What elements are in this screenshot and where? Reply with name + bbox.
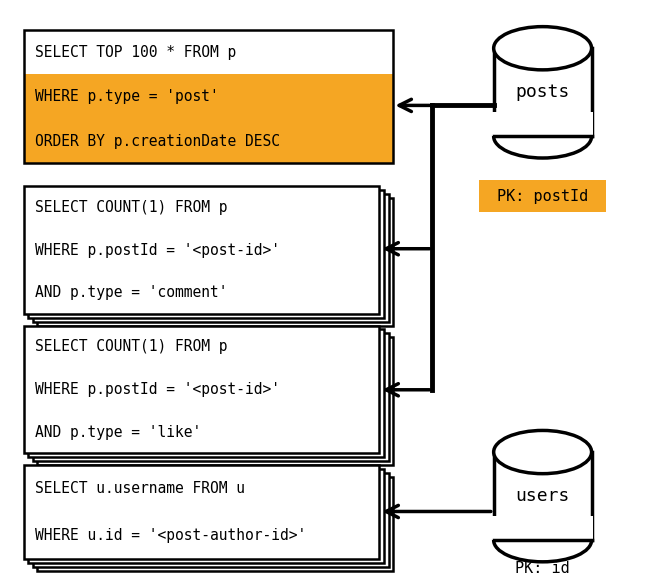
Polygon shape xyxy=(492,112,593,137)
Text: AND p.type = 'like': AND p.type = 'like' xyxy=(36,425,202,440)
Text: SELECT TOP 100 * FROM p: SELECT TOP 100 * FROM p xyxy=(36,45,237,59)
Text: ORDER BY p.creationDate DESC: ORDER BY p.creationDate DESC xyxy=(36,134,280,149)
Bar xyxy=(28,469,384,562)
Ellipse shape xyxy=(494,27,592,70)
Bar xyxy=(24,30,393,163)
Bar xyxy=(33,473,389,566)
Text: PK: postId: PK: postId xyxy=(497,189,588,203)
Bar xyxy=(24,325,379,454)
Text: PK: id: PK: id xyxy=(515,561,570,576)
Bar xyxy=(28,190,384,318)
Bar xyxy=(38,477,393,571)
Ellipse shape xyxy=(494,519,592,562)
Bar xyxy=(24,74,393,119)
Text: users: users xyxy=(516,487,570,505)
Bar xyxy=(38,198,393,326)
Bar xyxy=(24,465,379,559)
Ellipse shape xyxy=(494,431,592,474)
Polygon shape xyxy=(494,48,592,137)
Text: WHERE p.type = 'post': WHERE p.type = 'post' xyxy=(36,89,219,104)
Bar xyxy=(24,186,379,314)
Bar xyxy=(479,181,606,211)
Text: posts: posts xyxy=(516,83,570,101)
Bar xyxy=(24,186,379,314)
Polygon shape xyxy=(492,516,593,540)
Bar xyxy=(24,325,379,454)
Bar xyxy=(28,329,384,457)
Polygon shape xyxy=(494,452,592,540)
Text: SELECT COUNT(1) FROM p: SELECT COUNT(1) FROM p xyxy=(36,200,228,215)
Bar xyxy=(33,194,389,322)
Bar xyxy=(24,30,393,163)
Text: SELECT u.username FROM u: SELECT u.username FROM u xyxy=(36,481,245,496)
Text: SELECT COUNT(1) FROM p: SELECT COUNT(1) FROM p xyxy=(36,339,228,354)
Text: WHERE u.id = '<post-author-id>': WHERE u.id = '<post-author-id>' xyxy=(36,528,307,543)
Text: AND p.type = 'comment': AND p.type = 'comment' xyxy=(36,285,228,300)
Bar xyxy=(38,338,393,465)
Bar xyxy=(24,119,393,163)
Bar xyxy=(24,465,379,559)
Text: WHERE p.postId = '<post-id>': WHERE p.postId = '<post-id>' xyxy=(36,382,280,397)
Ellipse shape xyxy=(494,115,592,158)
Bar xyxy=(33,333,389,461)
Text: WHERE p.postId = '<post-id>': WHERE p.postId = '<post-id>' xyxy=(36,243,280,257)
